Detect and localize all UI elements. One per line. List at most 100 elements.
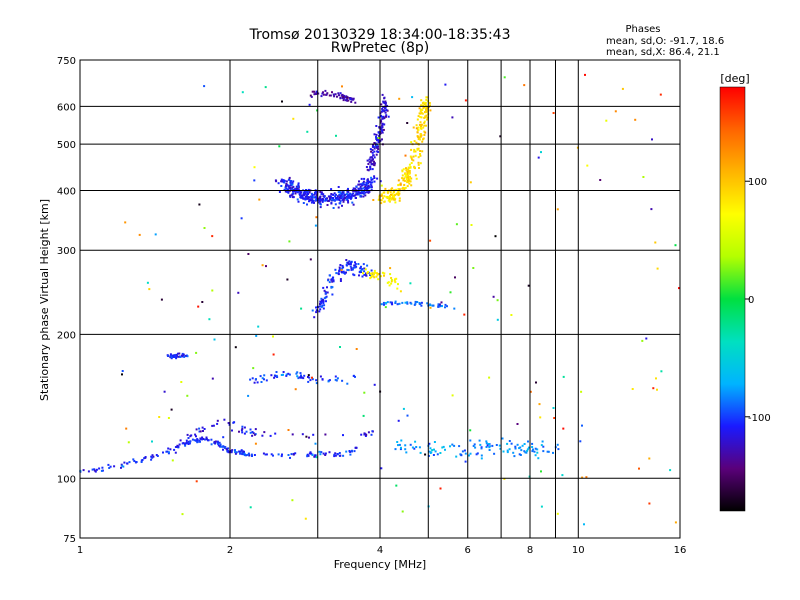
data-point (354, 264, 357, 267)
data-point (107, 463, 110, 466)
data-point (499, 135, 502, 138)
data-point (520, 449, 523, 452)
data-point (349, 265, 352, 268)
data-point (383, 106, 386, 109)
data-point (344, 96, 347, 99)
data-point (295, 372, 298, 375)
data-point (423, 120, 426, 123)
data-point (311, 200, 314, 203)
data-point (394, 281, 397, 284)
data-point (135, 461, 138, 463)
data-point (287, 190, 290, 193)
data-point (404, 154, 407, 157)
data-point (478, 439, 481, 442)
grid-lines (80, 60, 680, 538)
data-point (296, 198, 299, 201)
data-point (397, 179, 400, 182)
data-point (460, 454, 463, 457)
data-point (373, 175, 376, 178)
data-point (526, 448, 529, 451)
data-point (306, 197, 309, 200)
data-point (352, 98, 355, 101)
data-point (394, 197, 397, 200)
data-point (201, 301, 204, 303)
data-point (415, 177, 418, 180)
data-point (540, 470, 542, 473)
data-point (410, 162, 413, 164)
data-point (446, 305, 448, 308)
data-point (407, 175, 410, 178)
data-point (381, 138, 383, 141)
data-point (248, 454, 251, 457)
data-point (184, 442, 187, 445)
data-point (278, 145, 281, 148)
data-point (376, 146, 378, 149)
data-point (383, 110, 386, 113)
data-point (133, 460, 136, 462)
data-point (390, 280, 393, 283)
data-point (280, 185, 283, 187)
data-point (374, 271, 376, 274)
data-point (199, 440, 201, 443)
data-point (329, 274, 331, 277)
data-point (361, 187, 364, 190)
data-point (193, 439, 196, 442)
data-point (251, 431, 254, 433)
data-point (342, 200, 345, 203)
data-point (469, 429, 472, 432)
data-point (341, 267, 344, 270)
data-point (313, 193, 316, 196)
data-point (325, 295, 328, 298)
data-point (345, 198, 348, 201)
y-tick-label: 100 (57, 474, 76, 485)
data-point (299, 196, 302, 199)
data-point (334, 452, 337, 455)
data-point (329, 94, 332, 97)
data-point (387, 196, 390, 199)
data-point (289, 187, 291, 189)
data-point (207, 439, 210, 442)
data-point (261, 264, 264, 267)
data-point (287, 454, 290, 456)
data-point (369, 165, 372, 168)
data-point (349, 192, 352, 195)
data-point (366, 159, 369, 162)
data-point (398, 197, 401, 200)
data-point (381, 115, 384, 118)
data-point (125, 427, 128, 430)
data-point (332, 93, 335, 96)
data-point (292, 185, 295, 188)
data-point (404, 444, 407, 447)
data-point (354, 261, 356, 264)
data-point (614, 110, 617, 113)
data-point (300, 191, 303, 194)
data-point (214, 442, 217, 445)
data-point (397, 184, 400, 187)
data-point (411, 96, 414, 99)
data-point (220, 445, 223, 448)
data-point (414, 300, 417, 303)
data-point (256, 381, 259, 384)
data-point (320, 198, 323, 201)
data-point (438, 303, 441, 306)
data-point (335, 196, 337, 199)
data-point (222, 436, 225, 439)
data-point (429, 447, 432, 450)
data-point (393, 195, 395, 198)
data-point (523, 443, 526, 445)
data-point (372, 146, 375, 148)
data-point (337, 206, 340, 209)
data-point (319, 303, 321, 305)
data-point (375, 133, 378, 136)
data-point (331, 91, 333, 94)
data-point (376, 177, 379, 180)
data-point (418, 167, 420, 169)
data-point (169, 355, 172, 357)
data-point (371, 149, 374, 152)
data-point (373, 156, 376, 159)
data-point (197, 305, 200, 308)
data-point (377, 148, 380, 151)
data-point (284, 190, 287, 193)
data-point (534, 447, 537, 450)
data-point (516, 443, 519, 446)
